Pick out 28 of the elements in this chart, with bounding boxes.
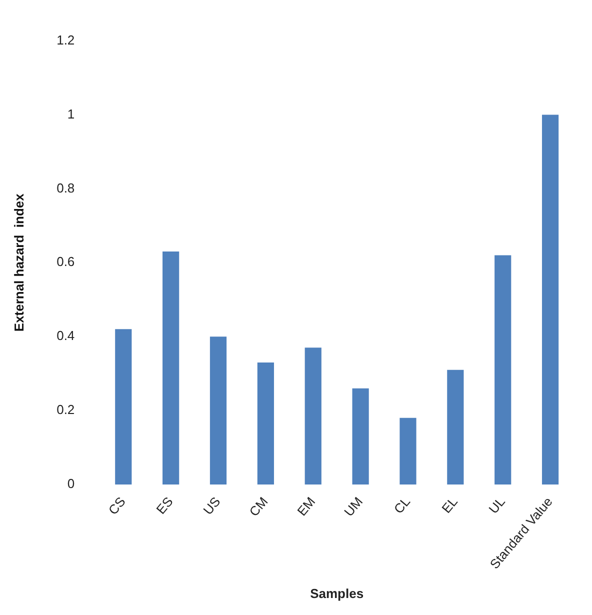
x-axis-title: Samples	[310, 586, 364, 601]
bar	[115, 329, 132, 484]
y-tick-label: 1	[67, 106, 75, 122]
bar	[494, 255, 512, 484]
y-tick-label: 0.8	[56, 180, 75, 196]
x-tick-label: CM	[246, 494, 271, 520]
bar	[542, 114, 559, 484]
bar	[447, 370, 464, 484]
x-tick-label: ES	[153, 494, 176, 517]
y-tick-label: 0.4	[56, 328, 75, 344]
y-tick-label: 0	[67, 476, 75, 492]
x-tick-label: CL	[390, 494, 414, 516]
y-axis-title: External hazard index	[11, 192, 26, 332]
bar	[162, 252, 180, 484]
bar	[352, 388, 369, 484]
x-tick-label: UM	[341, 494, 366, 520]
y-tick-label: 0.2	[56, 402, 75, 418]
bar	[210, 336, 227, 484]
bar	[257, 362, 274, 484]
y-tick-label: 0.6	[56, 254, 75, 270]
bar	[400, 418, 416, 484]
x-tick-label: UL	[486, 494, 508, 516]
x-tick-label: CS	[105, 494, 129, 518]
y-tick-label: 1.2	[56, 32, 75, 48]
x-tick-label: EL	[438, 494, 460, 516]
x-tick-label: EM	[294, 494, 318, 519]
bar	[304, 348, 322, 484]
x-tick-label: US	[200, 494, 224, 518]
